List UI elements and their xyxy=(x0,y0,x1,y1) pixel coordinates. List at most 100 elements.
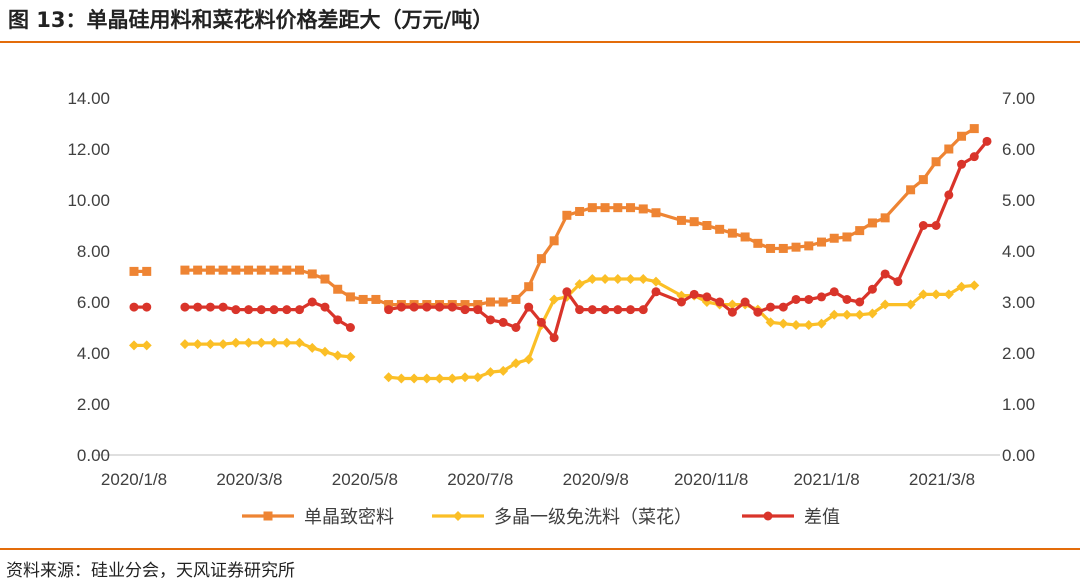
price-difference-point xyxy=(129,302,139,312)
single-crystal-dense-point xyxy=(766,243,776,253)
price-difference-point xyxy=(524,302,534,312)
price-difference-point xyxy=(702,292,712,302)
price-difference-point xyxy=(727,307,737,317)
single-crystal-dense-point xyxy=(944,144,954,154)
polycrystal-cauliflower-point xyxy=(676,290,687,301)
left-axis-tick-label: 12.00 xyxy=(67,140,110,159)
price-difference-line xyxy=(388,140,989,340)
price-difference-point xyxy=(613,305,623,315)
legend-single-crystal-dense-label: 单晶致密料 xyxy=(304,507,394,527)
price-difference-point xyxy=(689,289,699,299)
price-difference-point xyxy=(778,302,788,312)
left-axis-tick-label: 14.00 xyxy=(67,89,110,108)
single-crystal-dense-point xyxy=(256,265,266,275)
single-crystal-dense-point xyxy=(715,224,725,234)
price-difference-point xyxy=(816,292,826,302)
single-crystal-dense-point xyxy=(969,124,979,134)
legend-single-crystal-dense-marker xyxy=(263,511,273,521)
polycrystal-cauliflower-point xyxy=(727,299,738,310)
left-axis-tick-label: 4.00 xyxy=(77,344,110,363)
single-crystal-dense-point xyxy=(485,297,495,307)
polycrystal-cauliflower-point xyxy=(816,318,827,329)
chart-title: 图 13：单晶硅用料和菜花料价格差距大（万元/吨） xyxy=(8,8,494,32)
right-axis-tick-label: 4.00 xyxy=(1002,242,1035,261)
price-difference-point xyxy=(562,287,572,297)
polycrystal-cauliflower-point xyxy=(765,317,776,328)
polycrystal-cauliflower-point xyxy=(256,337,267,348)
single-crystal-dense-point xyxy=(867,218,877,228)
footer-divider xyxy=(0,548,1080,550)
price-difference-point xyxy=(740,297,750,307)
single-crystal-dense-point xyxy=(511,294,521,304)
price-difference-point xyxy=(766,302,776,312)
polycrystal-cauliflower-point xyxy=(396,373,407,384)
price-difference-point xyxy=(969,152,979,162)
x-axis-tick-label: 2020/11/8 xyxy=(674,470,748,489)
single-crystal-dense-point xyxy=(244,265,254,275)
polycrystal-cauliflower-point xyxy=(574,279,585,290)
single-crystal-dense-point xyxy=(129,266,139,276)
price-difference-point xyxy=(829,287,839,297)
left-axis-tick-label: 10.00 xyxy=(67,191,110,210)
price-difference-point xyxy=(307,297,317,307)
single-crystal-dense-point xyxy=(638,204,648,214)
polycrystal-cauliflower-point xyxy=(205,339,216,350)
polycrystal-cauliflower-point xyxy=(523,354,534,365)
price-difference-point xyxy=(256,305,266,315)
price-difference-point xyxy=(804,294,814,304)
polycrystal-cauliflower-point xyxy=(803,319,814,330)
legend-price-difference-marker xyxy=(763,511,773,521)
polycrystal-cauliflower-point xyxy=(307,342,318,353)
right-axis-tick-label: 6.00 xyxy=(1002,140,1035,159)
polycrystal-cauliflower-point xyxy=(192,339,203,350)
single-crystal-dense-point xyxy=(816,237,826,247)
polycrystal-cauliflower-point xyxy=(549,294,560,305)
single-crystal-dense-point xyxy=(295,265,305,275)
single-crystal-dense-point xyxy=(740,232,750,242)
price-difference-point xyxy=(753,307,763,317)
polycrystal-cauliflower-point xyxy=(600,274,611,285)
title-divider xyxy=(0,41,1080,43)
polycrystal-cauliflower-point xyxy=(498,365,509,376)
price-difference-point xyxy=(422,302,432,312)
price-difference-point xyxy=(447,302,457,312)
price-difference-point xyxy=(460,305,470,315)
polycrystal-cauliflower-point xyxy=(943,289,954,300)
single-crystal-dense-point xyxy=(269,265,279,275)
polycrystal-cauliflower-point xyxy=(778,318,789,329)
price-difference-point xyxy=(231,305,241,315)
price-difference-point xyxy=(511,323,521,332)
polycrystal-cauliflower-point xyxy=(918,289,929,300)
price-difference-point xyxy=(218,302,228,312)
legend-price-difference-label: 差值 xyxy=(804,507,840,527)
price-difference-point xyxy=(600,305,610,315)
polycrystal-cauliflower-point xyxy=(179,339,190,350)
left-axis-tick-label: 8.00 xyxy=(77,242,110,261)
price-difference-point xyxy=(880,269,890,279)
price-difference-point xyxy=(855,297,865,307)
polycrystal-cauliflower-point xyxy=(854,309,865,320)
single-crystal-dense-point xyxy=(307,269,317,279)
right-axis-tick-label: 2.00 xyxy=(1002,344,1035,363)
price-difference-point xyxy=(587,305,597,315)
left-axis-tick-label: 6.00 xyxy=(77,293,110,312)
line-chart: 0.00 2.00 4.00 6.00 8.00 10.00 12.00 14.00 0.00 1… xyxy=(67,89,1035,527)
right-axis-tick-label: 7.00 xyxy=(1002,89,1035,108)
single-crystal-dense-point xyxy=(791,242,801,252)
price-difference-point xyxy=(396,302,406,312)
single-crystal-dense-point xyxy=(524,282,534,292)
price-difference-point xyxy=(931,221,941,230)
single-crystal-dense-point xyxy=(549,236,559,246)
polycrystal-cauliflower-point xyxy=(931,289,942,300)
single-crystal-dense-point xyxy=(918,175,928,185)
polycrystal-cauliflower-point xyxy=(141,340,152,351)
polycrystal-cauliflower-point xyxy=(243,337,254,348)
left-axis-tick-label: 0.00 xyxy=(77,446,110,465)
legend-polycrystal-cauliflower-label: 多晶一级免洗料（菜花） xyxy=(494,507,692,527)
polycrystal-cauliflower-point xyxy=(905,299,916,310)
single-crystal-dense-point xyxy=(358,294,368,304)
source-note: 资料来源：硅业分会，天风证券研究所 xyxy=(6,561,295,581)
polycrystal-cauliflower-point xyxy=(587,274,598,285)
polycrystal-cauliflower-point xyxy=(829,309,840,320)
polycrystal-cauliflower-point xyxy=(281,337,292,348)
